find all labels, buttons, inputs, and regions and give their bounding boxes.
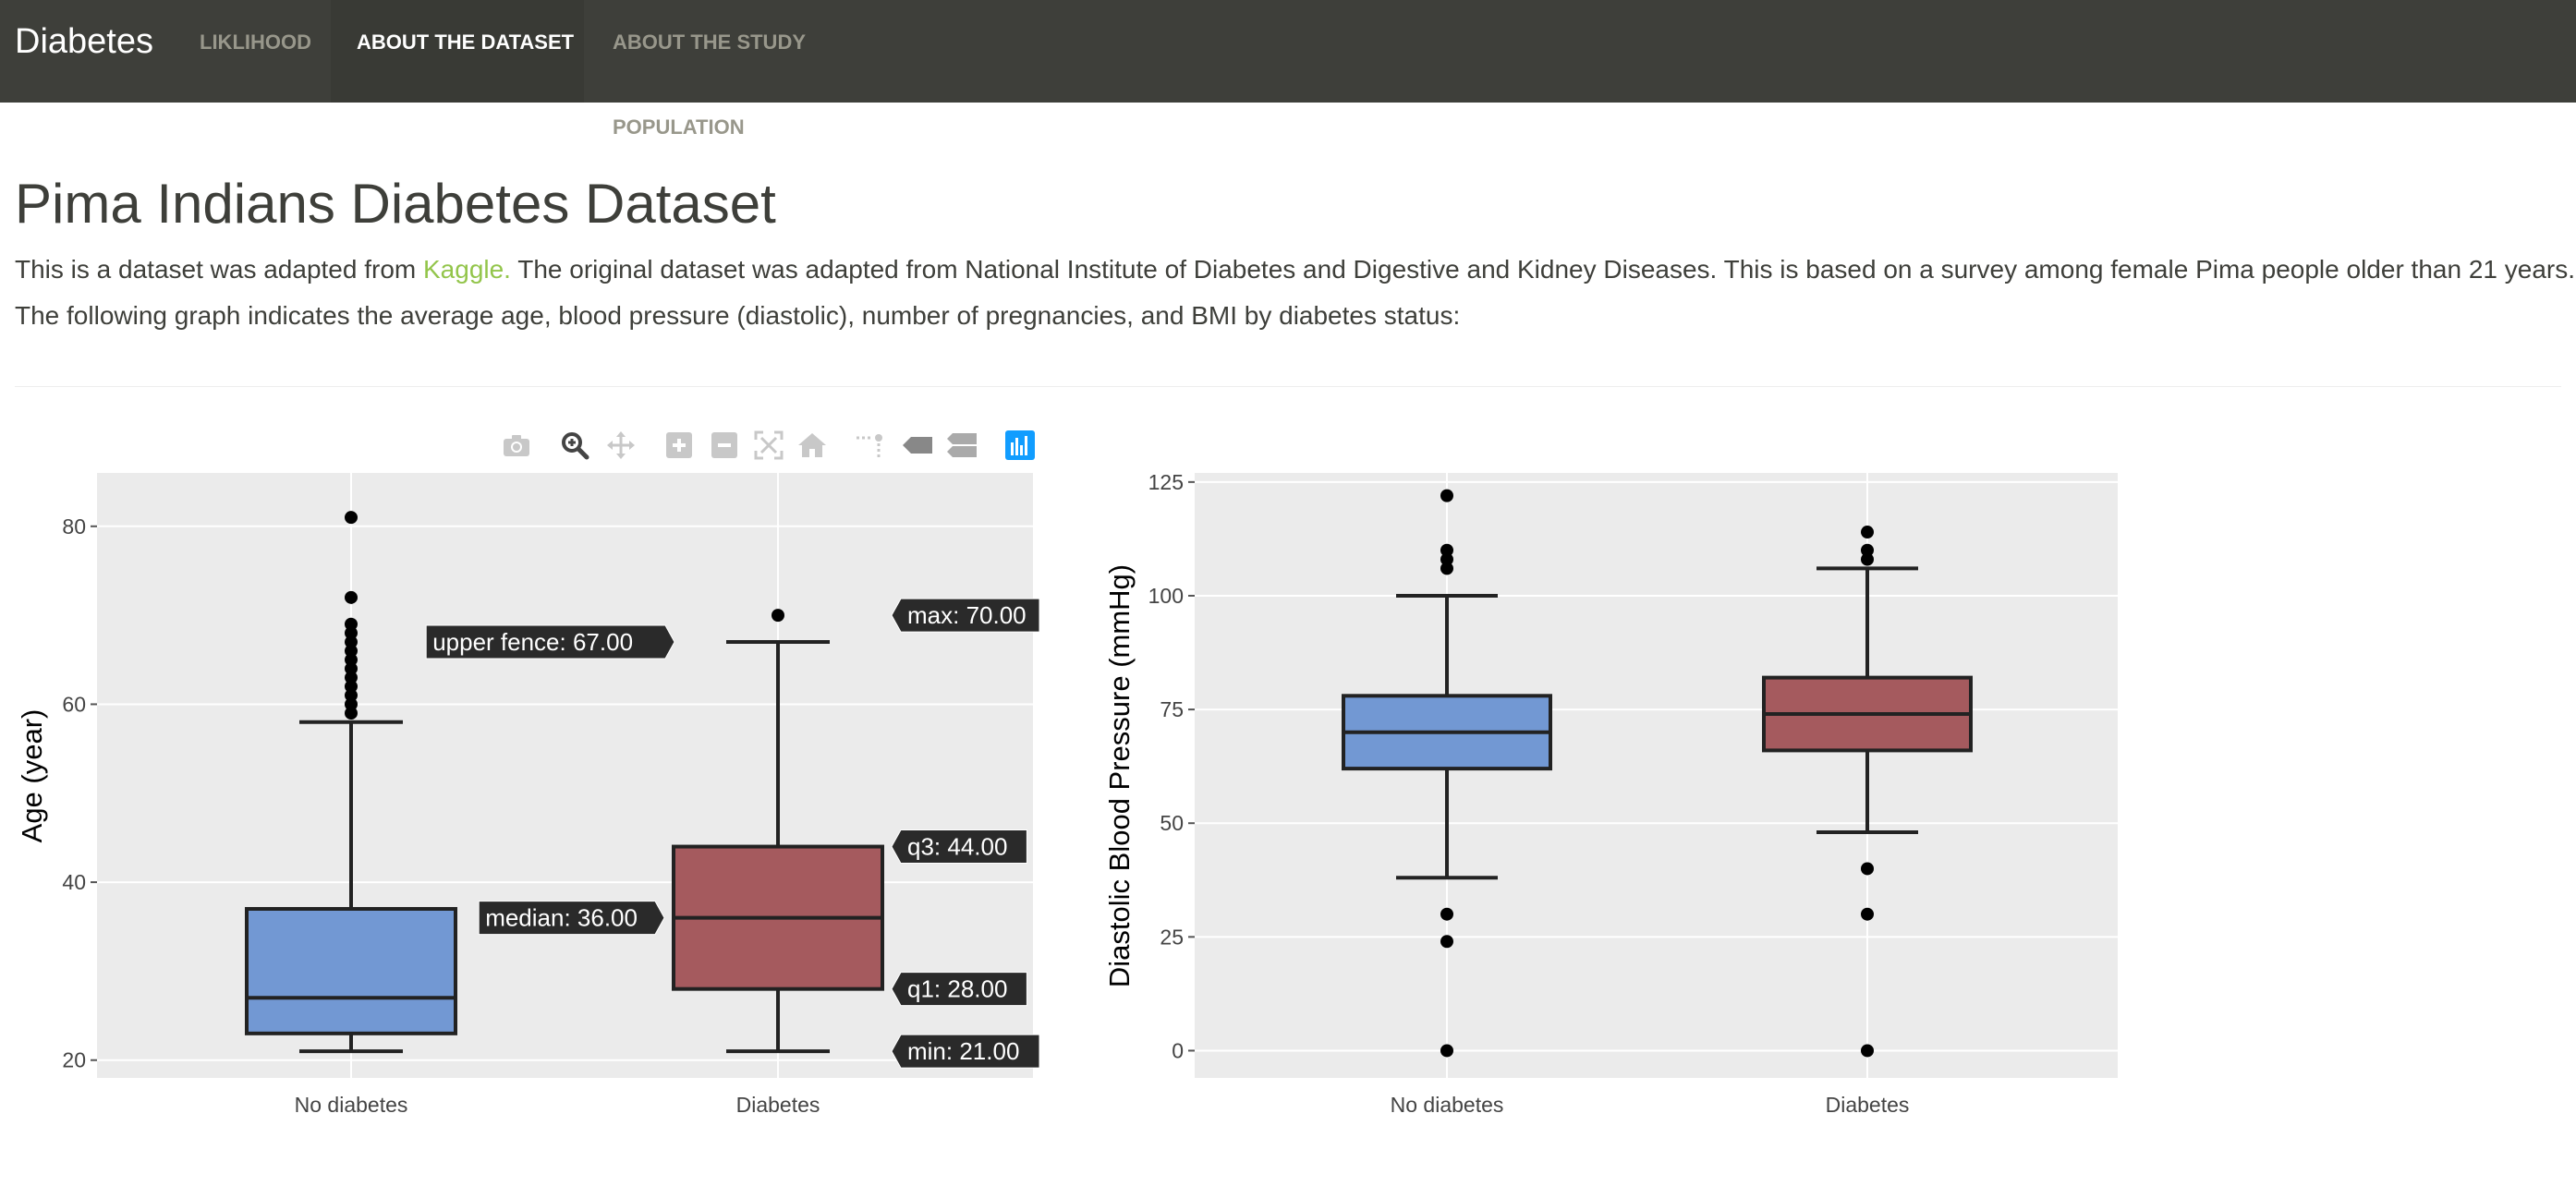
outlier-point [345,653,358,667]
bp-box-diabetes [1762,526,1973,1058]
iqr-box [245,906,457,1035]
hover-label-box [425,624,675,660]
bp-x-tick-diabetes: Diabetes [1826,1093,1910,1117]
outlier-point [345,644,358,658]
bp-box-chart: 0 25 50 75 100 125 Diastolic Blood Pressure (… [1103,470,2118,1117]
bp-box-no-diabetes [1342,489,1552,1058]
outlier-point [1861,862,1874,876]
hover-label-text: upper fence: 67.00 [432,628,633,656]
hover-compare-icon[interactable] [945,429,978,462]
outlier-point [345,590,358,604]
outlier-point [345,707,358,720]
outlier-point [345,688,358,702]
zoom-icon[interactable] [558,429,591,462]
bp-y-tick-label: 0 [1172,1038,1184,1062]
outlier-point [345,661,358,675]
nav-item-about-dataset[interactable]: ABOUT THE DATASET [331,0,584,103]
outlier-point [345,671,358,684]
hover-label-q1: q1: 28.00 [891,972,1027,1007]
outlier-point [345,635,358,649]
hover-label-text: max: 70.00 [907,601,1027,629]
hover-label-min: min: 21.00 [891,1034,1040,1069]
age-y-axis-title: Age (year) [16,709,48,843]
outlier-point [1861,543,1874,557]
spike-lines-icon[interactable] [853,429,886,462]
camera-icon[interactable] [500,429,533,462]
outlier-point [1440,907,1453,921]
hover-label-upper-fence: upper fence: 67.00 [425,624,675,660]
outlier-point [1440,489,1453,502]
outlier-point [1440,552,1453,566]
outlier-point [345,617,358,631]
hover-closest-icon[interactable] [901,429,934,462]
navbar-brand[interactable]: Diabetes [15,22,153,61]
bp-y-tick-label: 125 [1148,470,1184,494]
bp-y-tick-label: 100 [1148,584,1184,608]
age-y-tick-label: 40 [62,870,86,894]
age-x-tick-no-diabetes: No diabetes [295,1093,408,1117]
age-y-tick-label: 80 [62,514,86,539]
reset-axes-icon[interactable] [796,429,829,462]
hover-label-text: median: 36.00 [485,904,638,932]
outlier-point [1861,1044,1874,1058]
bp-x-tick-no-diabetes: No diabetes [1391,1093,1504,1117]
hover-label-box [891,829,1027,865]
outlier-point [1861,526,1874,539]
age-y-tick-label: 60 [62,692,86,716]
hover-label-box [891,972,1027,1007]
bp-plot-background [1195,473,2118,1078]
zoom-in-icon[interactable] [662,429,696,462]
outlier-point [1861,907,1874,921]
intro-paragraph: This is a dataset was adapted from Kaggl… [15,251,2575,288]
age-x-tick-diabetes: Diabetes [736,1093,820,1117]
outlier-point [1440,935,1453,949]
hover-label-max: max: 70.00 [891,598,1040,633]
nav-item-liklihood[interactable]: LIKLIHOOD [200,30,311,54]
autoscale-icon[interactable] [752,429,785,462]
bp-y-tick-label: 75 [1160,697,1184,721]
bp-y-tick-label: 25 [1160,925,1184,949]
pan-icon[interactable] [604,429,638,462]
hover-label-text: q1: 28.00 [907,975,1007,1003]
outlier-point [345,511,358,525]
outlier-point [1861,552,1874,566]
outlier-point [345,626,358,640]
divider [15,386,2561,387]
outlier-point [345,680,358,694]
hover-label-median: median: 36.00 [478,901,665,936]
outlier-point [772,609,784,623]
intro-text-after-link: The original dataset was adapted from Na… [510,255,2575,284]
zoom-out-icon[interactable] [708,429,741,462]
age-box-diabetes [672,609,884,1054]
nav-item-about-population[interactable]: ABOUT THE STUDY POPULATION [613,30,806,139]
bp-y-axis-title: Diastolic Blood Pressure (mmHg) [1103,564,1136,987]
hover-label-box [891,598,1040,633]
hover-label-text: q3: 44.00 [907,833,1007,861]
age-y-tick-label: 20 [62,1048,86,1072]
age-box-chart: 20 40 60 80 upper fence: 67.00 max: 70.00 q3:… [16,473,1040,1117]
age-box-no-diabetes [245,511,457,1054]
navbar: Diabetes LIKLIHOOD ABOUT THE DATASET ABO… [0,0,2576,139]
page-title: Pima Indians Diabetes Dataset [15,173,776,235]
outlier-point [1440,543,1453,557]
hover-label-box [891,1034,1040,1069]
hover-label-box [478,901,665,936]
intro-line-2: The following graph indicates the averag… [15,301,1461,330]
outlier-point [1440,1044,1453,1058]
plotly-logo-icon[interactable] [1003,429,1037,462]
hover-label-q3: q3: 44.00 [891,829,1027,865]
intro-text-before-link: This is a dataset was adapted from [15,255,423,284]
outlier-point [345,697,358,711]
kaggle-link[interactable]: Kaggle. [423,255,511,284]
hover-label-text: min: 21.00 [907,1037,1019,1065]
outlier-point [1440,562,1453,575]
bp-y-tick-label: 50 [1160,811,1184,835]
